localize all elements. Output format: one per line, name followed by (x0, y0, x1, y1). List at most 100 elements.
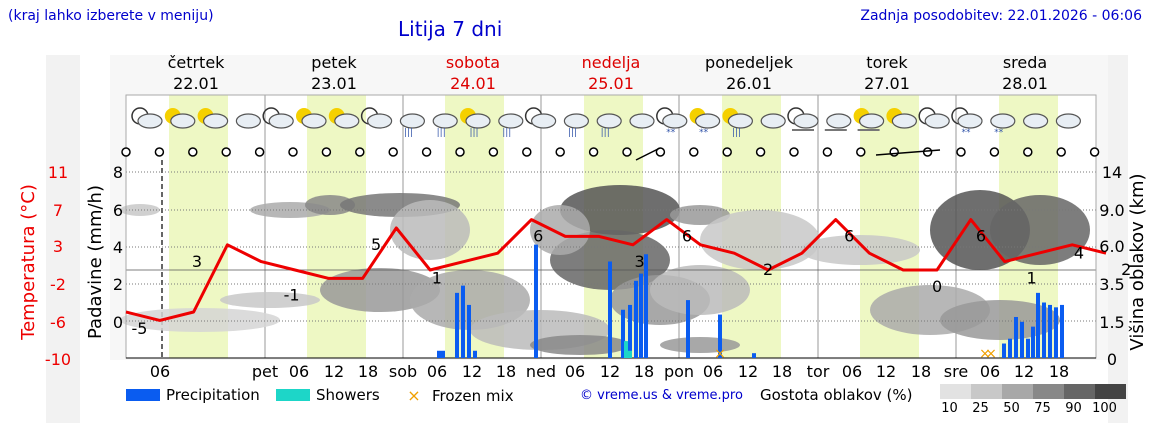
moon-fog-cloud-shape (793, 113, 819, 129)
precip-tick: 2 (113, 275, 123, 294)
time-tick-label: 12 (600, 362, 620, 381)
wind-indicator (755, 147, 766, 157)
wind-barb (875, 149, 941, 156)
location-hint: (kraj lahko izberete v meniju) (8, 8, 214, 24)
wind-indicator (221, 147, 231, 157)
sun-cloud-cloud-shape (301, 113, 327, 129)
time-tick-label: pon (664, 362, 694, 381)
day-name: torek (866, 53, 908, 72)
cloud-density-legend-title: Gostota oblakov (%) (760, 386, 913, 404)
legend-precipitation-swatch (126, 389, 160, 401)
cloud-height-tick: 9.0 (1099, 201, 1124, 220)
wind-indicator (588, 147, 599, 157)
wind-indicator (1056, 147, 1066, 157)
sun-cloud-rain-cloud-shape (465, 113, 491, 129)
temperature-label: 2 (763, 260, 773, 279)
snow-flakes-icon: ** (962, 128, 972, 138)
rain-drops-icon: ||| (732, 128, 741, 138)
temperature-label: -1 (284, 285, 300, 304)
day-name: ponedeljek (705, 53, 794, 72)
precipitation-bar (608, 261, 612, 358)
temperature-label: 5 (371, 235, 381, 254)
cloud-density-blob (220, 292, 320, 308)
wind-indicator (689, 147, 699, 157)
cloud-density-level: 100 (1092, 401, 1117, 416)
precipitation-bar (752, 353, 756, 358)
wind-indicator (856, 147, 866, 157)
legend-showers-label: Showers (316, 386, 380, 404)
showers-bar (628, 350, 632, 358)
cloud-cloud-shape (1022, 113, 1049, 129)
temperature-tick: 7 (53, 201, 63, 220)
cloud-cloud-shape (235, 113, 261, 129)
time-tick-label: 18 (1049, 362, 1069, 381)
precipitation-bar (1042, 302, 1046, 358)
temperature-tick: -2 (50, 275, 66, 294)
copyright: © vreme.us & vreme.pro (580, 388, 743, 403)
frozen-mix-marker: × (979, 346, 991, 362)
moon-cloud-cloud-shape (367, 113, 393, 129)
moon-cloud-snow-cloud-shape (957, 113, 983, 129)
precipitation-bar (634, 280, 638, 358)
cloud-snow-cloud-shape (990, 113, 1016, 129)
temperature-label: 6 (976, 227, 986, 246)
cloud-density-blob (390, 200, 470, 260)
wind-indicator (722, 147, 732, 157)
precipitation-bar (534, 244, 538, 358)
cloud-density-level: 10 (941, 401, 958, 416)
cloud-density-blob (120, 204, 160, 216)
cloud-density-level: 90 (1065, 401, 1082, 416)
wind-indicator (622, 147, 632, 157)
precipitation-bar (1054, 307, 1058, 358)
wind-indicator (355, 147, 365, 157)
cloud-height-tick: 14 (1102, 163, 1122, 182)
legend-precipitation: Precipitation (126, 386, 260, 404)
time-tick-label: 18 (911, 362, 931, 381)
time-tick-label: 12 (1014, 362, 1034, 381)
sun-cloud-snow-cloud-shape (694, 113, 721, 129)
precipitation-bar (437, 350, 441, 358)
cloud-density-swatch (971, 384, 1002, 399)
day-name: petek (311, 53, 357, 72)
temperature-tick: 11 (48, 163, 68, 182)
cloud-density-swatch (1002, 384, 1033, 399)
temperature-line (125, 218, 1107, 322)
wind-indicator (288, 147, 298, 157)
wind-indicator (555, 147, 565, 157)
precip-tick: 0 (113, 313, 123, 332)
temperature-label: 3 (192, 252, 202, 271)
wind-indicator (121, 147, 131, 157)
precipitation-bar (1002, 343, 1006, 358)
wind-indicator (655, 147, 666, 157)
frozen-mix-marker: × (985, 346, 997, 362)
wind-indicator (956, 147, 966, 157)
temperature-label: 6 (533, 227, 543, 246)
wind-indicator (154, 147, 165, 157)
right-axis-panel (1108, 55, 1128, 423)
snow-flakes-icon: ** (699, 128, 709, 138)
cloud-density-blob (940, 300, 1060, 340)
temperature-axis-title: Temperatura (°C) (18, 184, 39, 341)
cloud-density-scale (940, 384, 1126, 399)
wind-indicator (1023, 147, 1033, 157)
wind-indicator (522, 147, 532, 157)
cloud-density-blob (530, 335, 630, 355)
legend-frozen-mix-label: Frozen mix (432, 386, 514, 405)
time-tick-label: 12 (324, 362, 344, 381)
wind-indicator (488, 147, 499, 157)
precipitation-bar (1020, 321, 1024, 358)
rain-drops-icon: ||| (469, 128, 478, 138)
wind-indicator (1089, 147, 1100, 157)
snow-flakes-icon: ** (666, 128, 676, 138)
cloud-density-blob (660, 337, 740, 353)
precipitation-bar (1060, 304, 1064, 358)
wind-indicator (922, 147, 933, 157)
cloud-density-blob (560, 185, 680, 235)
left-axis-panel (46, 55, 80, 423)
time-tick-label: ned (526, 362, 556, 381)
wind-indicator (822, 147, 833, 157)
time-tick-label: pet (252, 362, 278, 381)
legend-frozen-mix: × Frozen mix (402, 386, 514, 405)
temperature-label: 4 (1074, 243, 1084, 262)
